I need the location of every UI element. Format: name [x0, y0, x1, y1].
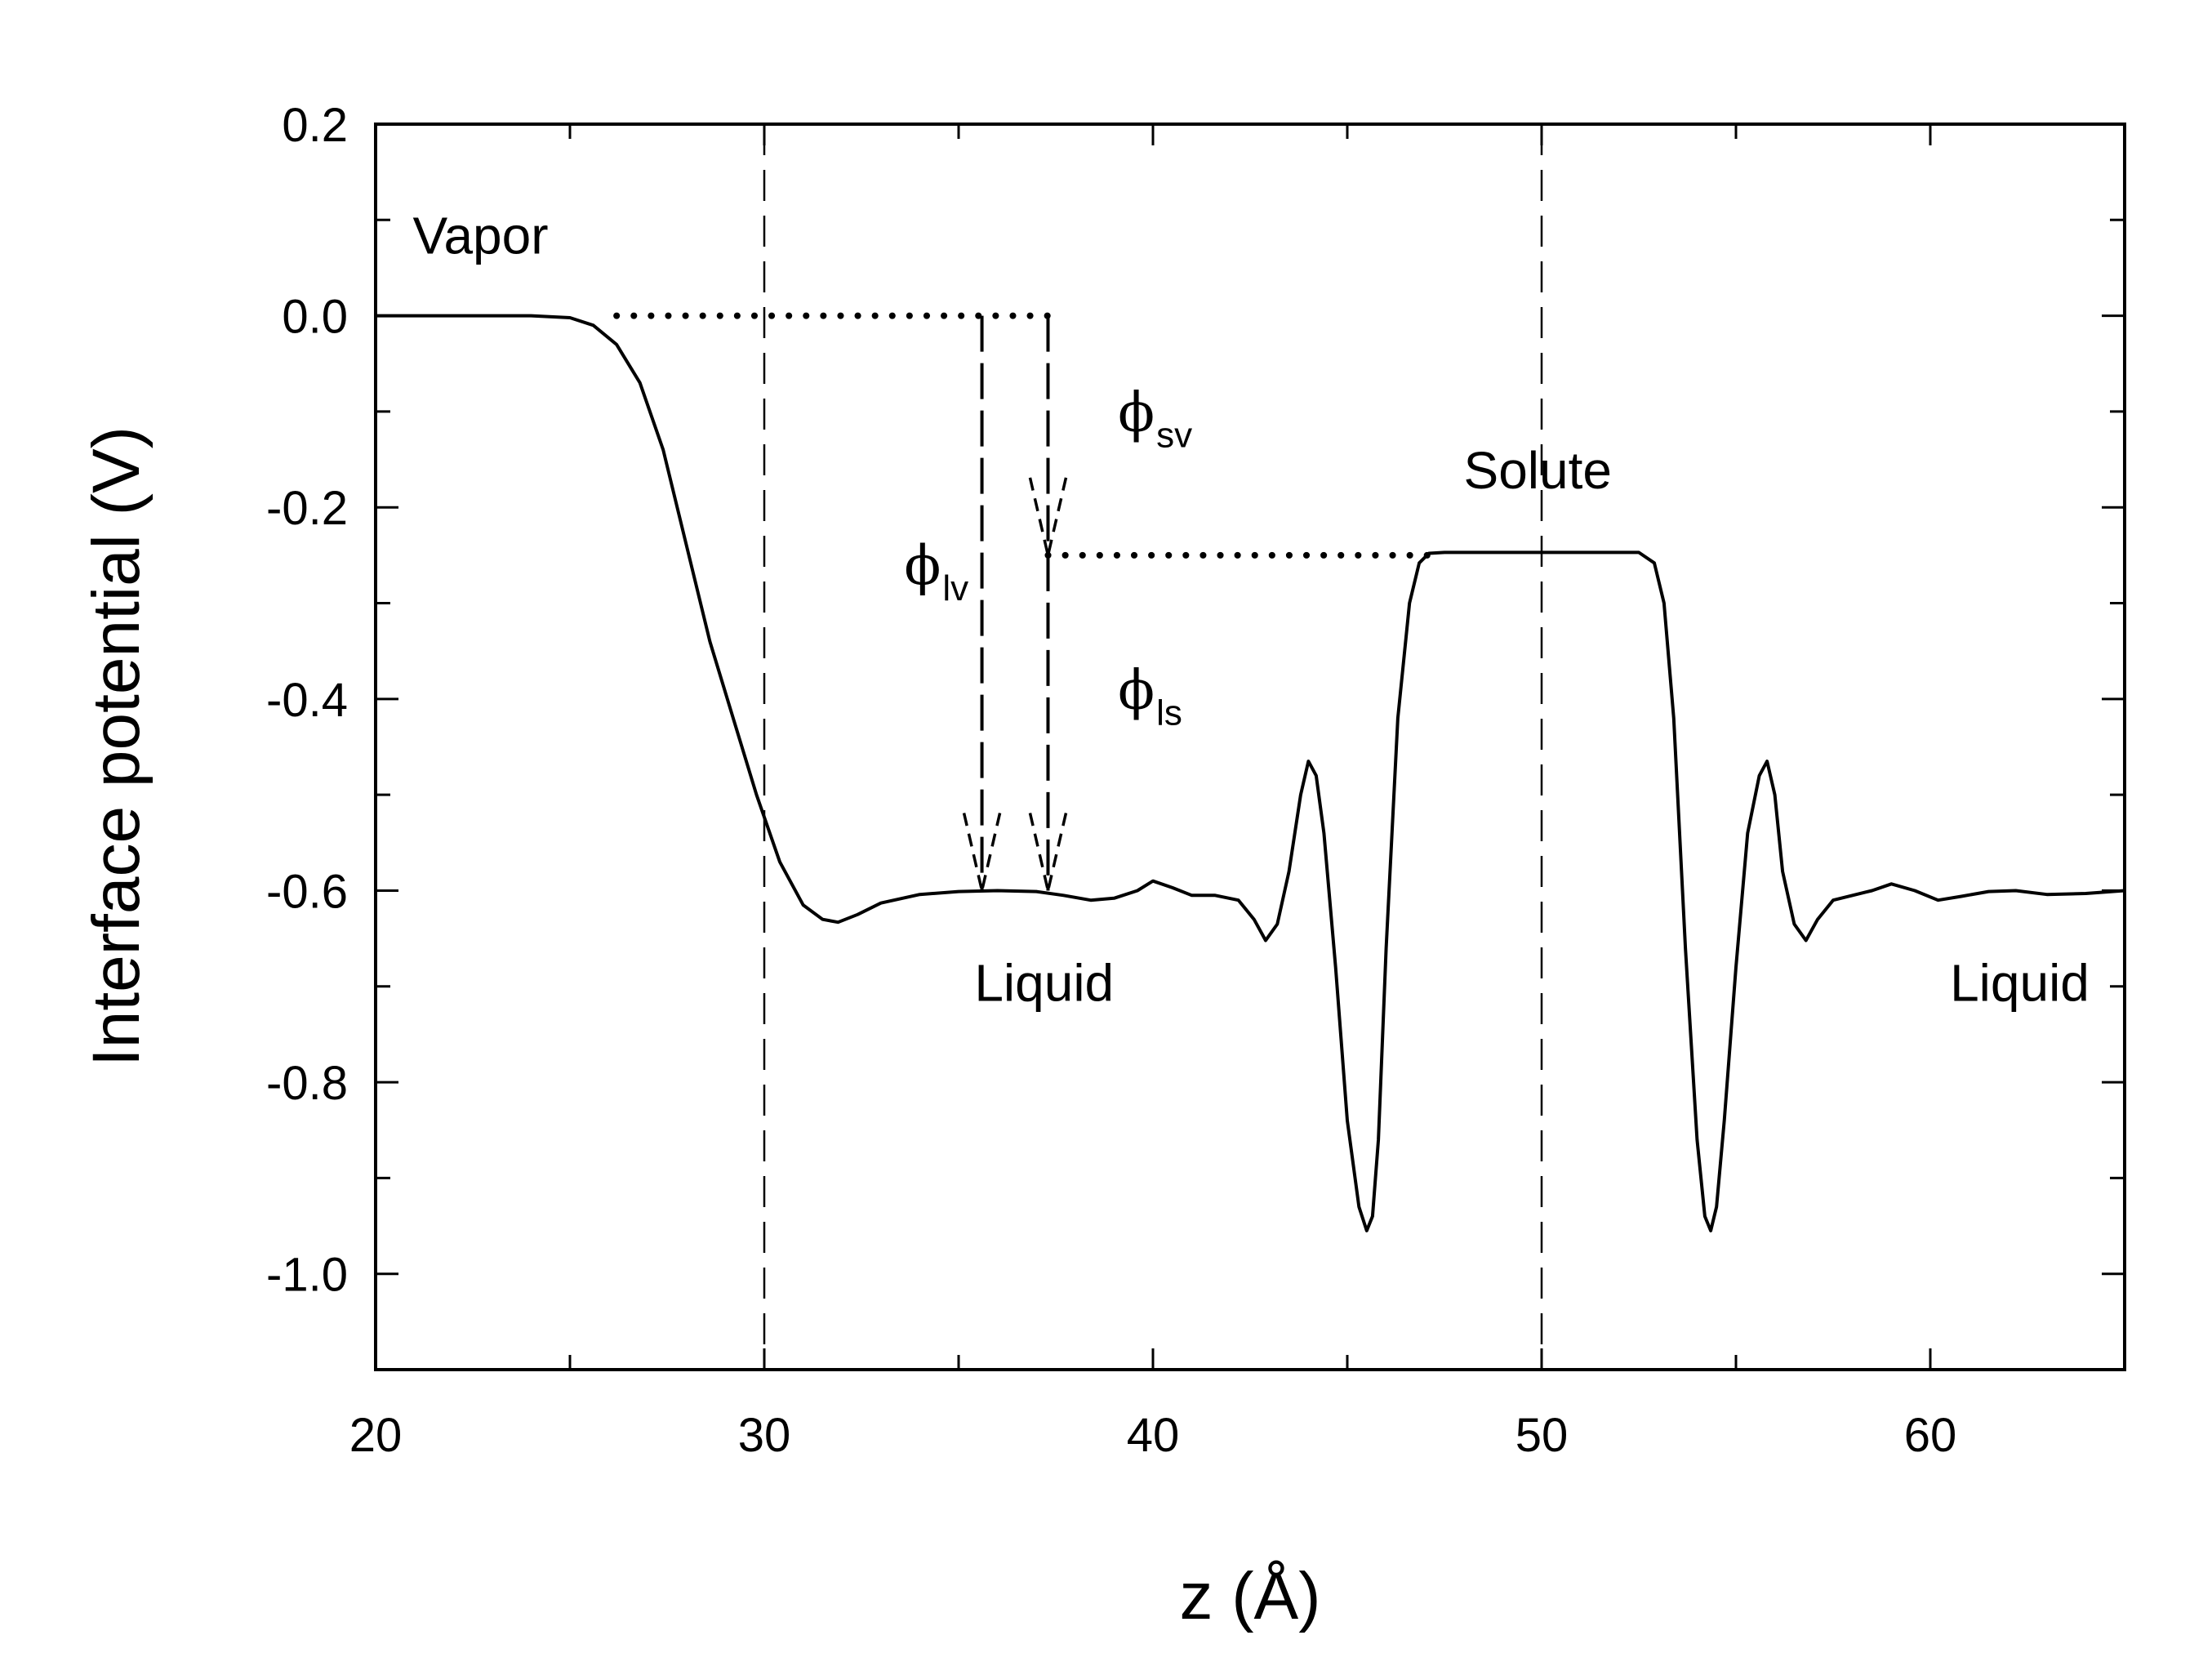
- x-axis-ticks: 20 30 40 50 60: [349, 124, 2126, 1462]
- x-axis-label: z (Å): [1179, 1559, 1320, 1633]
- phi-symbol: ϕ: [904, 534, 941, 597]
- region-annotation: Solute: [1464, 441, 1612, 500]
- region-annotation: Liquid: [1950, 953, 2090, 1012]
- arrow-head-right: [980, 813, 1002, 891]
- phi-symbol: ϕ: [1118, 381, 1155, 443]
- y-tick-label: -0.8: [266, 1057, 348, 1110]
- y-tick-label: 0.0: [282, 291, 348, 344]
- x-tick-label: 30: [738, 1409, 791, 1462]
- phi-subscript: ls: [1156, 693, 1182, 733]
- y-axis-label: Interface potential (V): [79, 426, 154, 1067]
- phi-label: ϕls: [1118, 659, 1182, 733]
- y-tick-label: -0.2: [266, 482, 348, 535]
- region-annotation: Liquid: [974, 953, 1114, 1012]
- arrow-head-right: [1046, 813, 1068, 891]
- y-tick-label: -1.0: [266, 1249, 348, 1302]
- y-tick-label: -0.4: [266, 674, 348, 727]
- arrow-head-left: [1028, 813, 1050, 891]
- phi-label: ϕsv: [1118, 381, 1192, 455]
- phi-subscript: sv: [1156, 415, 1192, 455]
- phi-subscript: lv: [942, 568, 968, 608]
- y-tick-label: 0.2: [282, 99, 348, 152]
- arrow-head-left: [1028, 477, 1050, 556]
- arrow-head-right: [1046, 477, 1068, 556]
- plot-area-frame: [374, 123, 2126, 1371]
- phi-symbol: ϕ: [1118, 659, 1155, 722]
- y-tick-label: -0.6: [266, 865, 348, 918]
- x-tick-label: 20: [349, 1409, 403, 1462]
- x-tick-label: 60: [1904, 1409, 1957, 1462]
- dotted-potential-levels: [613, 312, 1436, 559]
- x-tick-label: 50: [1515, 1409, 1569, 1462]
- interface-potential-curve: [376, 314, 2125, 1232]
- region-annotation: Vapor: [413, 206, 549, 265]
- x-tick-label: 40: [1127, 1409, 1180, 1462]
- y-axis-ticks: 0.2 0.0 -0.2 -0.4 -0.6 -0.8 -1.0: [266, 99, 2125, 1371]
- phi-label: ϕlv: [904, 534, 968, 608]
- vertical-reference-lines: [763, 124, 1543, 1370]
- arrow-head-left: [962, 813, 984, 891]
- region-annotations: Vapor Solute Liquid Liquid: [413, 206, 2090, 1012]
- potential-difference-arrows: [962, 315, 1068, 891]
